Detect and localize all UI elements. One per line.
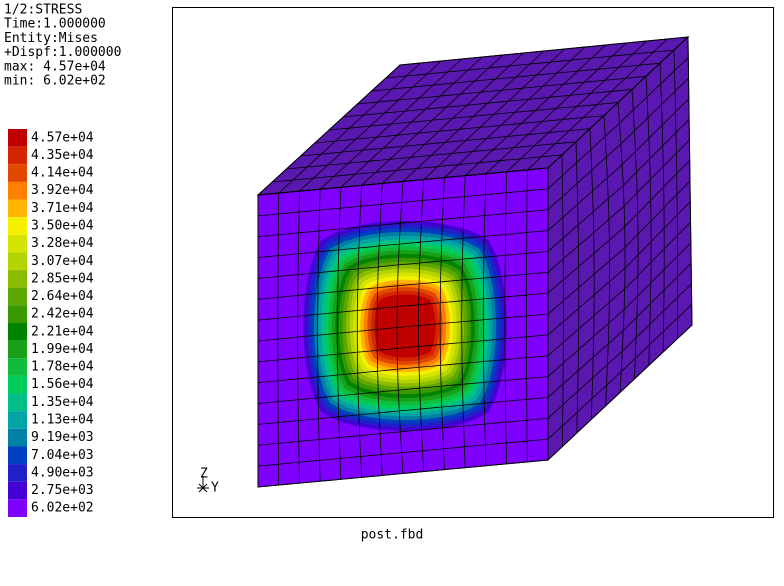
legend-label: 4.90e+03 xyxy=(31,465,94,480)
legend-label: 1.56e+04 xyxy=(31,377,94,392)
legend-label: 4.35e+04 xyxy=(31,148,94,163)
legend-swatch xyxy=(8,305,27,323)
legend-swatch xyxy=(8,164,27,182)
triad-y: Y xyxy=(211,481,219,496)
contour-band xyxy=(374,294,436,358)
legend-label: 2.85e+04 xyxy=(31,271,94,286)
legend-swatch xyxy=(8,481,27,500)
legend-label: 2.21e+04 xyxy=(31,324,94,339)
legend-label: 2.42e+04 xyxy=(31,307,94,322)
triad-z: Z xyxy=(200,467,208,482)
legend-swatch xyxy=(8,340,27,359)
header-line: max: 4.57e+04 xyxy=(4,59,106,74)
header-line: Time:1.000000 xyxy=(4,17,106,32)
file-name: post.fbd xyxy=(361,528,424,543)
legend-swatch xyxy=(8,428,27,447)
mesh-lines xyxy=(257,167,549,488)
legend-label: 3.71e+04 xyxy=(31,201,94,216)
legend-label: 4.14e+04 xyxy=(31,166,94,181)
legend-label: 1.13e+04 xyxy=(31,413,94,428)
legend-swatch xyxy=(8,129,27,147)
legend-label: 3.07e+04 xyxy=(31,254,94,269)
legend-label: 6.02e+02 xyxy=(31,501,94,516)
legend-swatch xyxy=(8,323,27,341)
legend-swatch xyxy=(8,375,27,394)
legend-label: 3.28e+04 xyxy=(31,236,94,251)
legend-swatch xyxy=(8,393,27,412)
legend-swatch xyxy=(8,217,27,235)
legend-swatch xyxy=(8,234,27,253)
legend-label: 7.04e+03 xyxy=(31,448,94,463)
legend-label: 2.64e+04 xyxy=(31,289,94,304)
legend-swatch xyxy=(8,411,27,429)
legend-label: 1.35e+04 xyxy=(31,395,94,410)
legend-label: 2.75e+03 xyxy=(31,483,94,498)
legend-swatch xyxy=(8,252,27,271)
legend-swatch xyxy=(8,499,27,517)
legend-label: 3.92e+04 xyxy=(31,183,94,198)
triad-axes xyxy=(197,476,209,493)
legend-label: 9.19e+03 xyxy=(31,430,94,445)
header-line: +Dispf:1.000000 xyxy=(4,45,121,60)
legend-swatch xyxy=(8,199,27,218)
legend-swatch xyxy=(8,287,27,306)
legend-swatch xyxy=(8,181,27,200)
legend-label: 3.50e+04 xyxy=(31,219,94,234)
legend-swatch xyxy=(8,358,27,376)
legend-label: 1.99e+04 xyxy=(31,342,94,357)
legend-swatch xyxy=(8,146,27,165)
legend-label: 4.57e+04 xyxy=(31,130,94,145)
legend-swatch xyxy=(8,446,27,465)
header-line: 1/2:STRESS xyxy=(4,3,82,18)
legend-label: 1.78e+04 xyxy=(31,360,94,375)
header-line: Entity:Mises xyxy=(4,31,98,46)
header-line: min: 6.02e+02 xyxy=(4,74,106,89)
mesh-lines xyxy=(547,36,693,461)
legend-swatch xyxy=(8,464,27,482)
legend-swatch xyxy=(8,270,27,288)
model xyxy=(256,35,693,488)
